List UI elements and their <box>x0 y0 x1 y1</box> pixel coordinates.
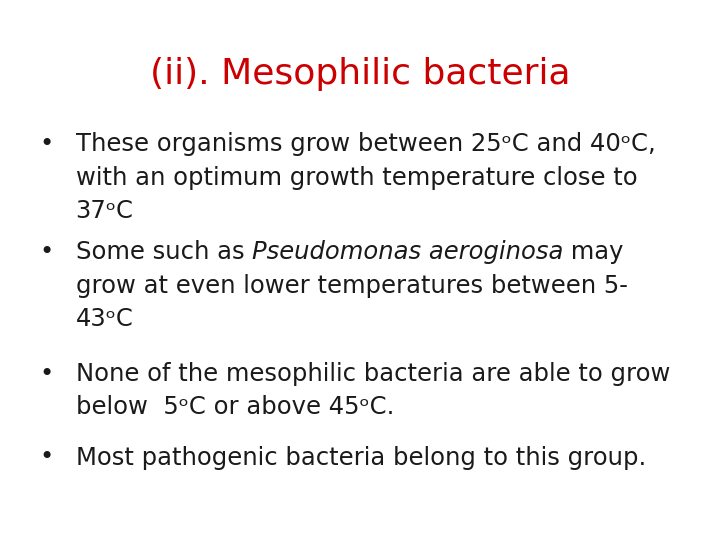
Text: None of the mesophilic bacteria are able to grow: None of the mesophilic bacteria are able… <box>76 362 670 386</box>
Text: •: • <box>40 240 54 264</box>
Text: 37ᵒC: 37ᵒC <box>76 199 134 223</box>
Text: •: • <box>40 132 54 156</box>
Text: These organisms grow between 25ᵒC and 40ᵒC,: These organisms grow between 25ᵒC and 40… <box>76 132 655 156</box>
Text: Some such as: Some such as <box>76 240 252 264</box>
Text: Most pathogenic bacteria belong to this group.: Most pathogenic bacteria belong to this … <box>76 446 646 469</box>
Text: with an optimum growth temperature close to: with an optimum growth temperature close… <box>76 166 637 190</box>
Text: may: may <box>563 240 624 264</box>
Text: 43ᵒC: 43ᵒC <box>76 307 133 331</box>
Text: Pseudomonas aeroginosa: Pseudomonas aeroginosa <box>252 240 563 264</box>
Text: •: • <box>40 446 54 469</box>
Text: (ii). Mesophilic bacteria: (ii). Mesophilic bacteria <box>150 57 570 91</box>
Text: •: • <box>40 362 54 386</box>
Text: grow at even lower temperatures between 5-: grow at even lower temperatures between … <box>76 274 627 298</box>
Text: below  5ᵒC or above 45ᵒC.: below 5ᵒC or above 45ᵒC. <box>76 395 394 419</box>
